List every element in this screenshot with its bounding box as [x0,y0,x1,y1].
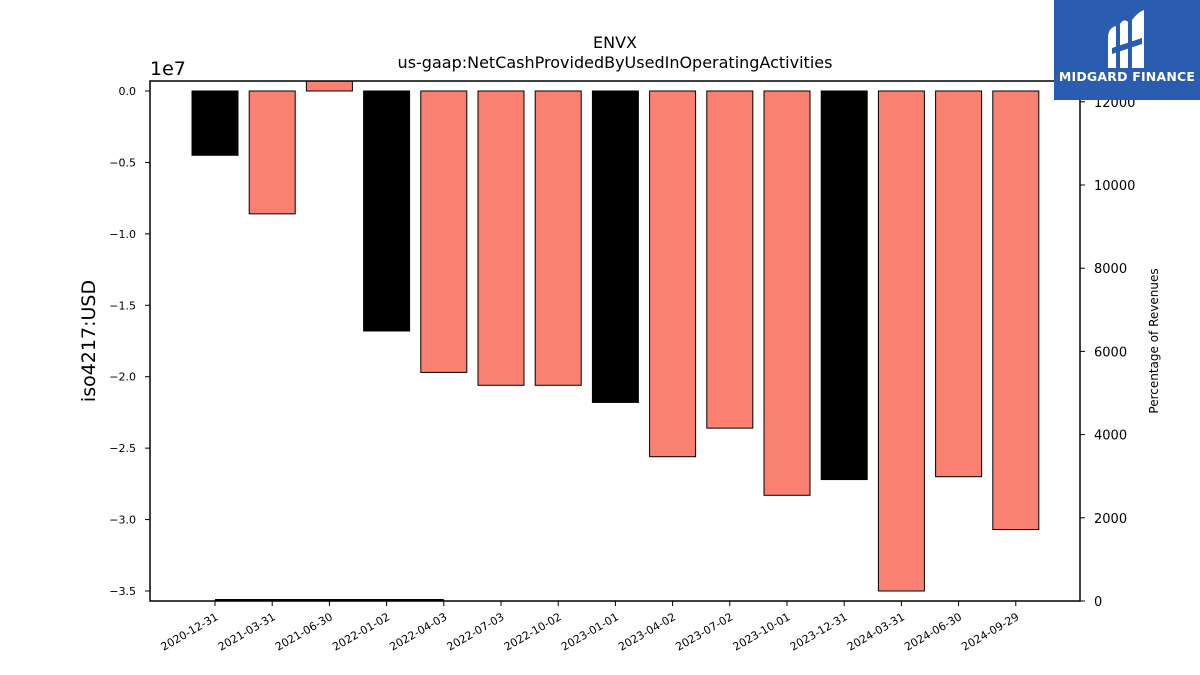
y2-tick-label: 0 [1094,595,1102,610]
x-tick-label: 2024-06-30 [902,610,964,653]
y2-tick-label: 10000 [1094,179,1135,194]
bar-2023-12-31 [820,90,868,481]
y2-tick-label: 4000 [1094,429,1127,444]
chart-title: ENVX [593,33,637,52]
x-tick-label: 2020-12-31 [159,610,221,653]
y-tick-label: −1.0 [109,228,136,241]
bar-2024-06-30 [935,90,983,478]
x-tick-label: 2023-04-02 [616,610,678,653]
bar-2022-04-03 [420,90,468,373]
x-tick-label: 2022-01-02 [330,610,392,653]
bar-2023-04-02 [649,90,697,458]
x-tick-label: 2024-03-31 [845,610,907,653]
bar-2023-01-01 [591,90,639,403]
x-tick-label: 2023-12-31 [788,610,850,653]
y-tick-label: 0.0 [119,85,137,98]
y-tick-label: −2.0 [109,371,136,384]
midgard-logo-icon [1108,10,1144,68]
bar-2023-07-02 [706,90,754,429]
x-tick-label: 2021-03-31 [216,610,278,653]
x-tick-label: 2022-10-02 [502,610,564,653]
x-tick-label: 2024-09-29 [959,610,1021,653]
x-tick-label: 2022-07-03 [445,610,507,653]
y-tick-label: −0.5 [109,156,136,169]
bar-2020-12-31 [191,90,239,156]
bar-2021-06-30 [305,80,353,92]
bar-2022-07-03 [477,90,525,386]
bar-2021-03-31 [248,90,296,215]
x-tick-label: 2023-01-01 [559,610,621,653]
y2-axis-label: Percentage of Revenues [1147,268,1161,413]
y2-tick-label: 8000 [1094,262,1127,277]
bar-2024-09-29 [992,90,1040,531]
y-tick-label: −3.0 [109,514,136,527]
y-tick-label: −2.5 [109,442,136,455]
y-tick-label: −1.5 [109,299,136,312]
x-tick-label: 2023-07-02 [673,610,735,653]
chart-subtitle: us-gaap:NetCashProvidedByUsedInOperating… [398,53,833,72]
bars-layer [191,80,1040,592]
bar-2024-03-31 [877,90,925,592]
brand-name: MIDGARD FINANCE [1058,69,1196,84]
bar-2023-10-01 [763,90,811,496]
y2-tick-label: 6000 [1094,345,1127,360]
bar-2022-10-02 [534,90,582,386]
y-tick-label: −3.5 [109,585,136,598]
x-axis-ticks: 2020-12-312021-03-312021-06-302022-01-02… [159,601,1021,654]
y-axis-ticks: 0.0 −0.5 −1.0 −1.5 −2.0 −2.5 −3.0 −3.5 [109,85,150,598]
x-tick-label: 2022-04-03 [387,610,449,653]
y-axis-label: iso4217:USD [78,280,100,402]
y-offset-label: 1e7 [150,58,186,80]
y2-tick-label: 2000 [1094,512,1127,527]
brand-logo: MIDGARD FINANCE [1054,0,1200,100]
x-tick-label: 2021-06-30 [273,610,335,653]
bar-2022-01-02 [363,90,411,332]
x-tick-label: 2023-10-01 [731,610,793,653]
